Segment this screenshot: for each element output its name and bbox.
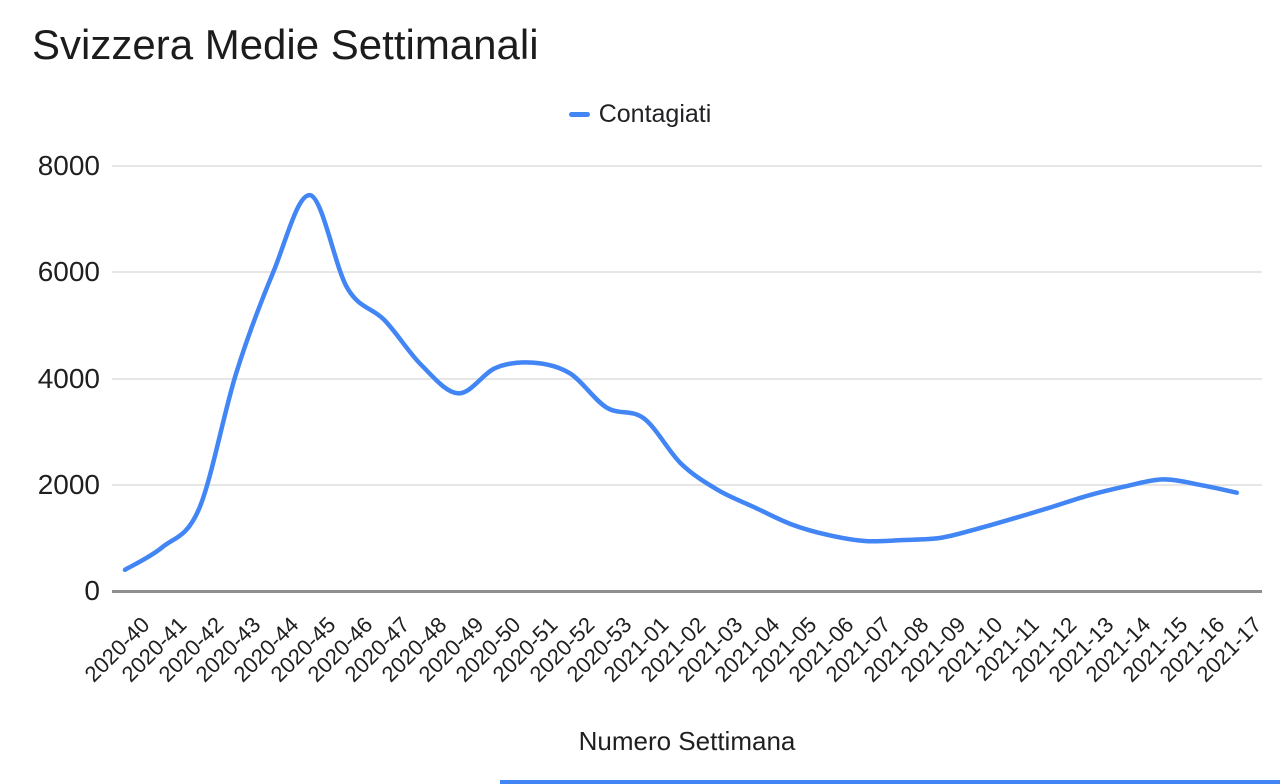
y-tick-label: 4000 [37, 362, 100, 394]
x-axis-baseline [112, 590, 1262, 593]
legend-line-swatch [568, 111, 590, 117]
x-axis-title: Numero Settimana [578, 726, 796, 756]
legend-item-label: Contagiati [598, 99, 712, 128]
y-gridline [112, 483, 1262, 486]
legend: Contagiati [0, 99, 1280, 129]
y-tick-label: 2000 [37, 468, 100, 500]
chart-title: Svizzera Medie Settimanali [32, 21, 539, 68]
y-gridline [112, 271, 1262, 274]
y-tick-label: 0 [84, 575, 100, 606]
y-tick-label: 6000 [37, 256, 100, 288]
y-tick-label: 8000 [37, 150, 100, 181]
y-gridline [112, 165, 1262, 167]
contagiati-series-line [122, 192, 1240, 573]
bottom-blue-strip [500, 780, 1280, 784]
y-gridline [112, 377, 1262, 380]
